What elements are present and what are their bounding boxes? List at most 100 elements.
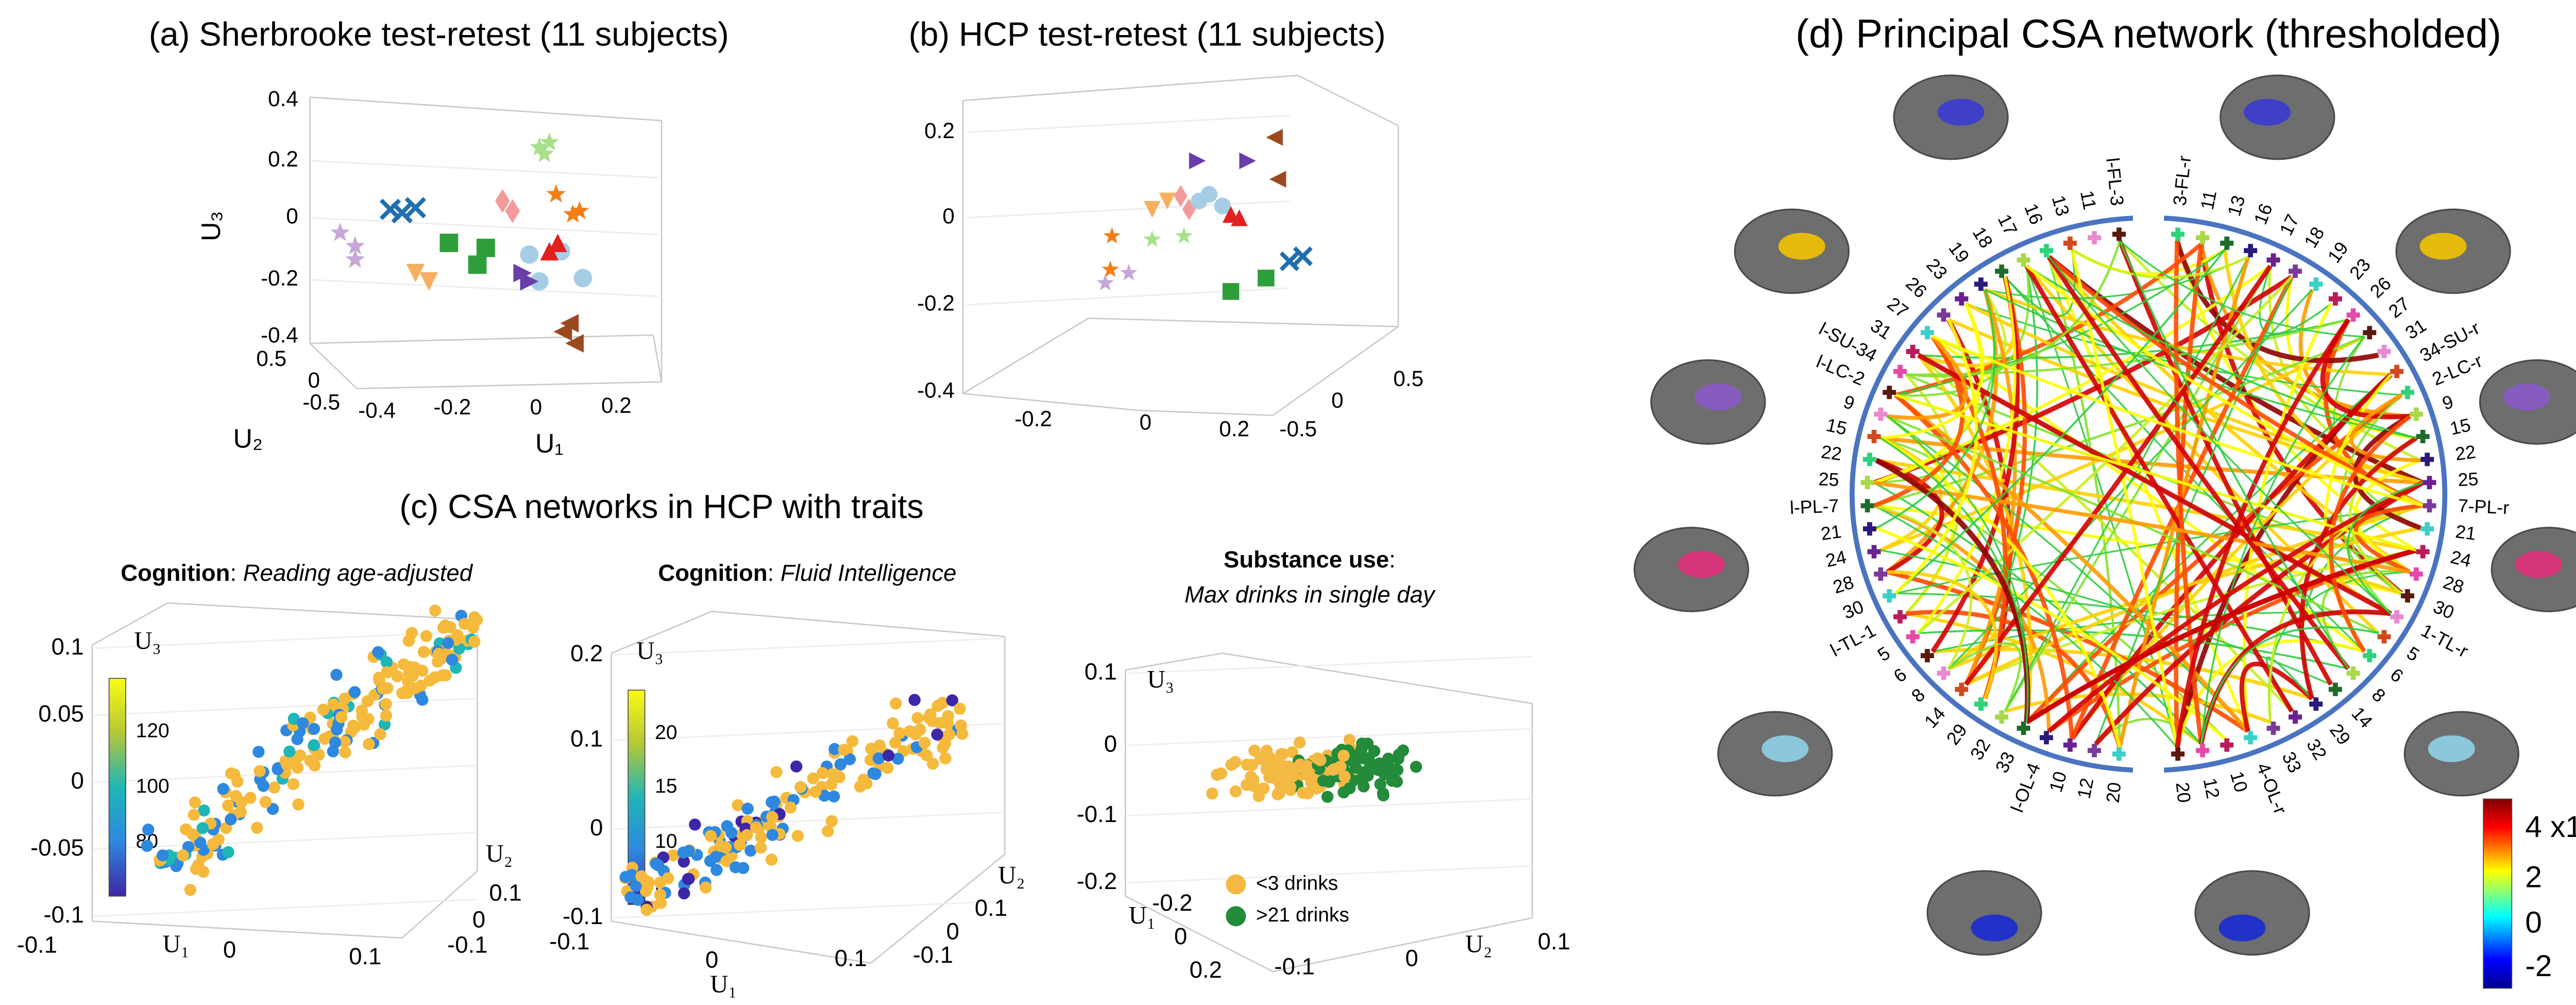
tick-label: 0: [472, 907, 485, 933]
marker: [1293, 246, 1313, 266]
tick-label: -0.2: [261, 266, 298, 290]
tick-label: 0.2: [924, 119, 955, 143]
node-marker: [2309, 697, 2323, 711]
chord: [2046, 256, 2350, 671]
node-marker: [1937, 308, 1951, 322]
marker: [436, 669, 449, 682]
title-separator: :: [768, 560, 781, 586]
chord: [2004, 692, 2271, 724]
tick-label: 0: [946, 918, 959, 944]
chord: [2025, 393, 2403, 724]
node-marker: [1860, 476, 1874, 490]
marker: [741, 829, 753, 842]
node-marker: [2171, 747, 2185, 761]
node-marker: [2289, 264, 2302, 278]
marker: [872, 752, 885, 765]
node-marker: [2416, 545, 2430, 559]
tick-label: 0.05: [38, 700, 84, 727]
node-label: 10: [2045, 769, 2071, 794]
node-marker: [2266, 253, 2280, 267]
chord: [2119, 240, 2365, 338]
node-label: 21: [1820, 521, 1843, 544]
chord: [1918, 629, 2349, 670]
marker: [1120, 263, 1138, 281]
chord: [1964, 264, 2273, 686]
marker: [287, 712, 300, 725]
marker: [860, 777, 873, 790]
node-marker: [1995, 264, 2009, 278]
marker: [1314, 754, 1327, 766]
axis-line: [613, 900, 1005, 919]
marker: [630, 879, 642, 892]
axis-line: [1125, 652, 1223, 671]
marker: [931, 728, 943, 741]
chord: [2047, 255, 2424, 508]
marker: [1225, 759, 1238, 771]
marker: [828, 743, 841, 756]
axis-line: [1272, 326, 1399, 416]
marker: [1226, 906, 1246, 927]
legend-label: >21 drinks: [1256, 904, 1349, 926]
marker: [766, 829, 779, 841]
marker: [1343, 733, 1356, 746]
marker: [347, 719, 360, 732]
tick-label: -0.5: [302, 390, 340, 414]
axis-label: U₁: [1129, 901, 1156, 929]
tick-label: -0.2: [1077, 868, 1117, 894]
chord: [1880, 549, 2332, 685]
marker: [177, 849, 189, 862]
marker: [816, 767, 829, 779]
title-trait: Reading age-adjusted: [243, 560, 473, 586]
tick-label: -0.05: [30, 834, 84, 861]
marker: [1355, 744, 1367, 756]
node-marker: [2244, 244, 2258, 258]
brain-region: [2419, 232, 2467, 260]
marker: [207, 838, 219, 850]
marker: [268, 781, 281, 794]
node-label: 11: [2076, 189, 2100, 211]
node-label: 12: [2199, 776, 2224, 800]
axis-line: [167, 602, 478, 621]
marker: [725, 826, 738, 839]
node-label: 23: [2346, 255, 2375, 283]
node-label: 28: [2441, 572, 2466, 597]
node-marker: [2309, 277, 2323, 291]
marker: [827, 790, 840, 803]
tick-label: 0.2: [570, 640, 603, 666]
marker: [791, 830, 804, 842]
marker: [1297, 786, 1309, 799]
chord: [2071, 393, 2403, 740]
marker: [766, 811, 778, 824]
axis-line: [357, 381, 662, 390]
node-label: 16: [2250, 201, 2277, 228]
chord: [1965, 303, 2402, 396]
node-label: 21: [2454, 521, 2478, 544]
marker: [345, 249, 365, 268]
node-label: l-FL-3: [2102, 157, 2128, 207]
colorbar-tick: 0: [2525, 906, 2542, 939]
node-label: 7-PL-r: [2458, 495, 2510, 518]
marker: [807, 772, 820, 784]
marker: [362, 713, 375, 725]
axis-line: [966, 287, 1290, 306]
marker: [362, 695, 374, 707]
colorbar: [108, 678, 126, 897]
marker: [1258, 270, 1275, 287]
marker: [865, 742, 877, 755]
marker: [704, 855, 717, 867]
marker: [378, 718, 391, 731]
axis-line: [963, 74, 1298, 102]
marker: [1257, 782, 1270, 795]
chord: [1873, 482, 2202, 745]
marker: [553, 322, 572, 341]
marker: [287, 778, 300, 791]
marker: [225, 767, 238, 780]
chord: [1873, 335, 1965, 508]
marker: [914, 723, 926, 736]
marker: [1272, 788, 1284, 800]
marker: [1096, 274, 1114, 291]
chord: [1932, 335, 2424, 507]
marker: [330, 222, 350, 241]
axis-label: U₁: [535, 429, 564, 459]
marker: [1159, 192, 1176, 210]
